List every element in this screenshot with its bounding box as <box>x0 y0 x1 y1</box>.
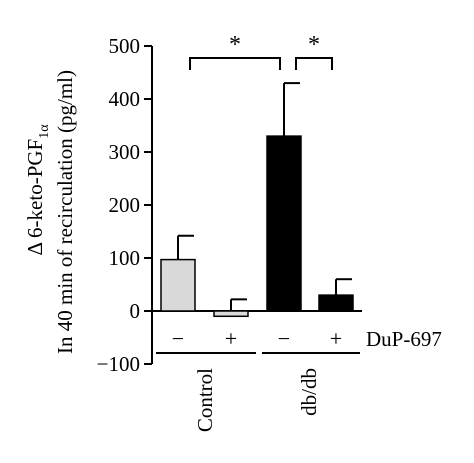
y-axis-title-line-2: In 40 min of recirculation (pg/ml) <box>53 70 77 354</box>
group-label-dbdb: db/db <box>297 368 321 416</box>
treatment-sign: + <box>330 326 342 351</box>
group-label-control: Control <box>193 368 217 432</box>
significance-star: * <box>308 32 320 58</box>
y-tick-label: 200 <box>109 193 141 217</box>
y-tick-label: 100 <box>109 246 141 270</box>
y-tick-labels: −100 0 100 200 300 400 500 <box>97 34 140 376</box>
axes <box>144 45 362 365</box>
y-axis-title-line-1: Δ 6-keto-PGF1α <box>23 124 52 256</box>
y-tick-label: 500 <box>109 34 141 58</box>
y-axis-title-main: Δ 6-keto-PGF <box>23 139 47 256</box>
significance-star: * <box>229 32 241 58</box>
significance-brackets: * * <box>189 32 333 70</box>
bar <box>160 258 196 312</box>
bar <box>213 310 249 318</box>
significance-bracket <box>189 57 281 70</box>
bars <box>160 135 354 318</box>
treatment-signs: − + − + <box>156 326 360 354</box>
error-bars <box>177 82 352 311</box>
y-tick-label: −100 <box>97 352 140 376</box>
y-tick-label: 400 <box>109 87 141 111</box>
bar <box>318 294 354 312</box>
y-axis-title-subscript: 1α <box>37 124 52 139</box>
treatment-sign: − <box>278 326 290 351</box>
treatment-sign: − <box>172 326 184 351</box>
treatment-label: DuP-697 <box>366 327 442 351</box>
y-tick-label: 300 <box>109 140 141 164</box>
treatment-sign: + <box>225 326 237 351</box>
y-tick-label: 0 <box>130 299 141 323</box>
significance-bracket <box>295 57 333 70</box>
bar <box>266 135 302 312</box>
